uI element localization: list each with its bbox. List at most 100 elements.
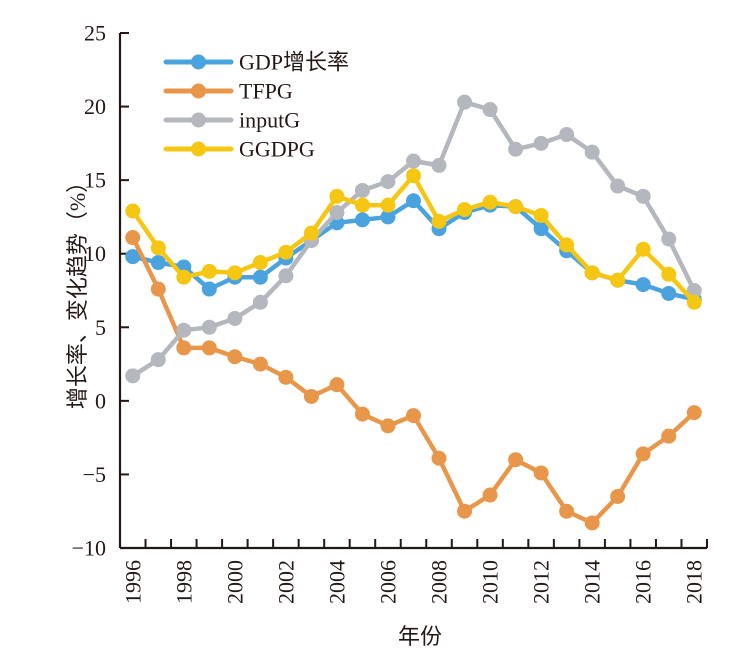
legend-item: GDP增长率 — [163, 50, 349, 75]
legend-item: inputG — [163, 108, 300, 133]
data-point — [150, 255, 166, 271]
data-point — [201, 319, 217, 335]
data-point — [610, 272, 626, 288]
data-point — [686, 283, 702, 298]
data-point — [584, 515, 600, 531]
data-point — [482, 194, 498, 210]
data-point — [227, 349, 243, 365]
data-point — [354, 197, 370, 213]
legend-item: TFPG — [163, 79, 293, 104]
x-tick-label: 2014 — [580, 560, 605, 604]
data-point — [431, 213, 447, 229]
data-point — [635, 188, 651, 204]
x-tick-label: 1996 — [120, 560, 145, 604]
data-point — [661, 428, 677, 444]
data-point — [227, 265, 243, 281]
legend: GDP增长率 TFPG inputG GGDPG — [163, 50, 349, 162]
data-point — [354, 212, 370, 228]
legend-swatch-marker — [191, 141, 206, 157]
data-point — [406, 408, 421, 424]
data-point — [686, 405, 702, 421]
data-point — [176, 322, 192, 338]
data-point — [661, 231, 677, 247]
series-line — [130, 198, 697, 302]
axes: −10 −5 0 5 10 15 20 25 1996 1998 2000 2002 2004 2006 2… — [72, 21, 708, 604]
data-point — [150, 281, 166, 297]
data-point — [278, 244, 294, 260]
data-point — [610, 178, 626, 194]
data-point — [380, 418, 396, 434]
x-tick-label: 2008 — [427, 560, 452, 604]
data-point — [176, 269, 192, 285]
y-tick-label: 15 — [84, 168, 106, 193]
series-line — [130, 99, 697, 379]
legend-label: GDP增长率 — [239, 50, 349, 75]
data-point — [125, 368, 141, 384]
x-tick-label: 2002 — [273, 560, 298, 604]
data-point — [584, 144, 600, 160]
data-point — [635, 446, 651, 462]
data-point — [533, 207, 549, 223]
data-point — [329, 377, 345, 393]
data-point — [354, 182, 370, 198]
x-tick-label: 2010 — [478, 560, 503, 604]
legend-item: GGDPG — [163, 137, 315, 162]
y-tick-label: −10 — [72, 536, 106, 561]
data-point — [201, 281, 217, 297]
legend-label: GGDPG — [239, 137, 315, 162]
data-point — [303, 225, 319, 241]
data-point — [176, 340, 192, 356]
data-point — [559, 237, 575, 253]
x-tick-label: 2006 — [375, 560, 400, 604]
data-point — [406, 168, 421, 184]
legend-swatch-marker — [191, 112, 206, 128]
data-point — [584, 265, 600, 281]
data-point — [457, 202, 473, 218]
y-tick-label: 5 — [95, 315, 106, 340]
data-point — [278, 369, 294, 385]
y-tick-label: 10 — [84, 241, 106, 266]
data-point — [125, 203, 141, 219]
data-point — [278, 268, 294, 284]
data-point — [303, 388, 319, 404]
data-point — [661, 266, 677, 282]
data-point — [533, 221, 549, 237]
x-axis-title: 年份 — [398, 624, 442, 649]
data-point — [508, 452, 524, 468]
data-point — [125, 230, 141, 246]
data-point — [610, 489, 626, 504]
data-point — [635, 241, 651, 257]
data-point — [533, 465, 549, 481]
data-point — [508, 199, 524, 215]
series-line — [130, 235, 697, 526]
data-point — [559, 127, 575, 143]
data-point — [201, 340, 217, 356]
data-point — [354, 406, 370, 422]
y-tick-label: 0 — [95, 388, 106, 413]
data-point — [635, 277, 651, 293]
data-point — [457, 503, 473, 519]
data-point — [252, 294, 268, 310]
x-tick-label: 2012 — [529, 560, 554, 604]
data-point — [252, 356, 268, 372]
data-point — [329, 205, 345, 221]
data-point — [508, 141, 524, 157]
x-tick-label: 1998 — [171, 560, 196, 604]
data-point — [406, 153, 421, 169]
series-layer — [125, 94, 702, 531]
data-point — [252, 269, 268, 285]
series-gdp — [125, 193, 702, 307]
y-axis-title: 增长率、变化趋势（%） — [65, 171, 90, 409]
data-point — [329, 188, 345, 204]
y-tick-label: 25 — [84, 21, 106, 46]
series-ggdpg — [125, 168, 702, 310]
legend-swatch-marker — [191, 83, 206, 99]
data-point — [150, 240, 166, 256]
legend-label: TFPG — [239, 79, 293, 104]
data-point — [482, 487, 498, 503]
data-point — [201, 263, 217, 279]
y-tick-label: −5 — [83, 462, 106, 487]
data-point — [252, 255, 268, 271]
x-tick-label: 2000 — [222, 560, 247, 604]
